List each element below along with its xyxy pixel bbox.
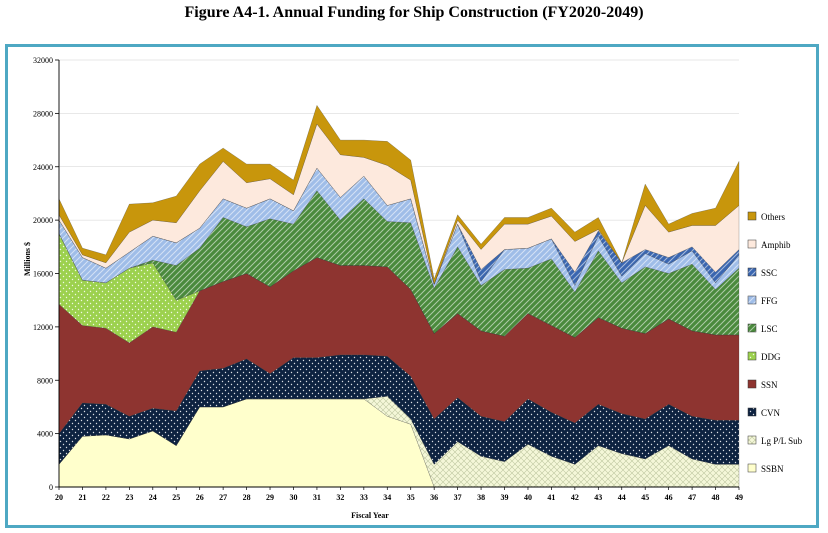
legend-label: DDG	[761, 352, 781, 362]
x-tick-label: 32	[336, 493, 344, 502]
legend-swatch	[747, 267, 757, 277]
x-tick-label: 45	[641, 493, 649, 502]
legend-swatch	[747, 407, 757, 417]
legend-label: LSC	[761, 324, 778, 334]
x-tick-label: 31	[313, 493, 321, 502]
legend-label: CVN	[761, 408, 781, 418]
x-tick-label: 28	[243, 493, 251, 502]
y-tick-label: 12000	[33, 323, 53, 332]
y-tick-label: 32000	[33, 56, 53, 65]
x-tick-label: 46	[665, 493, 673, 502]
figure-title: Figure A4-1. Annual Funding for Ship Con…	[184, 4, 644, 21]
x-tick-label: 30	[289, 493, 297, 502]
legend-swatch	[747, 295, 757, 305]
x-tick-label: 22	[102, 493, 110, 502]
legend-swatch	[747, 211, 757, 221]
x-tick-label: 43	[594, 493, 602, 502]
x-tick-label: 23	[125, 493, 133, 502]
x-tick-label: 47	[688, 493, 696, 502]
x-tick-label: 29	[266, 493, 274, 502]
x-tick-label: 20	[55, 493, 63, 502]
legend-label: Amphib	[761, 240, 791, 250]
x-tick-label: 48	[712, 493, 720, 502]
y-tick-label: 0	[49, 483, 53, 492]
y-tick-label: 28000	[33, 109, 53, 118]
x-tick-label: 25	[172, 493, 180, 502]
y-tick-label: 4000	[37, 430, 53, 439]
x-tick-label: 39	[501, 493, 509, 502]
y-tick-label: 20000	[33, 216, 53, 225]
legend-label: SSBN	[761, 464, 784, 474]
x-tick-label: 35	[407, 493, 415, 502]
x-tick-label: 27	[219, 493, 227, 502]
legend-swatch	[747, 379, 757, 389]
legend-label: Others	[761, 212, 785, 222]
legend-label: FFG	[761, 296, 778, 306]
legend-label: SSN	[761, 380, 778, 390]
x-tick-label: 49	[735, 493, 743, 502]
y-tick-label: 16000	[33, 270, 53, 279]
stacked-area-chart: 0 4000 8000 12000 16000 20000 24000 28000 32000 2…	[23, 56, 803, 520]
area-others	[58, 104, 740, 285]
x-tick-label: 37	[454, 493, 462, 502]
x-tick-label: 34	[383, 493, 391, 502]
chart-frame: 0 4000 8000 12000 16000 20000 24000 28000 32000 2…	[5, 44, 819, 528]
legend-swatch	[747, 435, 757, 445]
x-axis-label: Fiscal Year	[351, 511, 389, 520]
legend-swatch	[747, 351, 757, 361]
x-tick-label: 36	[430, 493, 438, 502]
x-tick-label: 24	[149, 493, 157, 502]
y-tick-label: 24000	[33, 163, 53, 172]
x-tick-label: 21	[78, 493, 86, 502]
x-tick-label: 40	[524, 493, 532, 502]
x-tick-label: 44	[618, 493, 626, 502]
x-tick-label: 42	[571, 493, 579, 502]
legend-swatch	[747, 323, 757, 333]
x-tick-label: 33	[360, 493, 368, 502]
y-tick-label: 8000	[37, 376, 53, 385]
x-tick-label: 41	[547, 493, 555, 502]
legend-swatch	[747, 239, 757, 249]
legend-label: SSC	[761, 268, 777, 278]
legend-label: Lg P/L Sub	[761, 436, 803, 446]
y-axis-label: Millions $	[23, 242, 32, 276]
x-tick-label: 26	[196, 493, 204, 502]
legend-swatch	[747, 463, 757, 473]
x-tick-label: 38	[477, 493, 485, 502]
